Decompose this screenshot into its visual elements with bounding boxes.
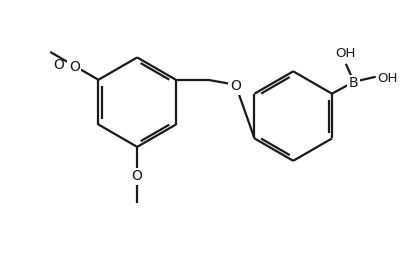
Text: O: O <box>53 58 64 72</box>
Text: OH: OH <box>335 47 355 60</box>
Text: O: O <box>229 79 240 93</box>
Text: O: O <box>69 60 79 74</box>
Text: O: O <box>132 169 142 183</box>
Text: OH: OH <box>377 72 397 85</box>
Text: B: B <box>348 76 358 90</box>
